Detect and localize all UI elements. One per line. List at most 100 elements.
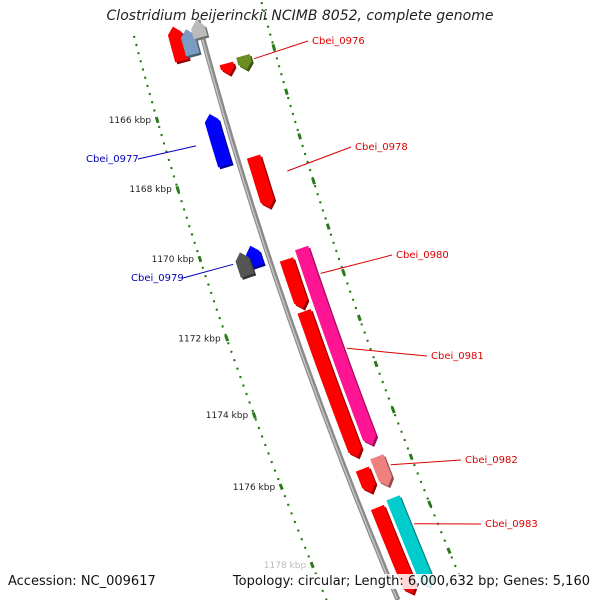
scale-tick-mark [427, 500, 433, 507]
track-dot [158, 125, 161, 129]
gene-arrow[interactable] [204, 114, 232, 168]
track-dot [360, 323, 363, 326]
track-dot [215, 308, 218, 311]
genome-backbone [195, 18, 401, 600]
track-dot [307, 555, 310, 558]
gene-arrow[interactable] [297, 309, 362, 458]
gene-arrow[interactable] [370, 454, 392, 487]
track-dot [264, 443, 267, 447]
callout-line [253, 40, 309, 60]
gene-arrow[interactable] [295, 245, 377, 445]
gene-feature[interactable] [167, 26, 191, 65]
gene-arrow[interactable] [355, 466, 376, 493]
track-dot [381, 380, 384, 384]
scale-tick-mark [297, 133, 302, 140]
gene-label-cbei_0976[interactable]: Cbei_0976 [312, 36, 365, 47]
track-dot [196, 249, 199, 253]
gene-feature[interactable] [191, 20, 210, 42]
track-dot [400, 430, 403, 433]
track-dot [144, 76, 147, 79]
genome-summary: Topology: circular; Length: 6,000,632 bp… [232, 574, 590, 589]
gene-cbei_0981[interactable] [297, 309, 364, 460]
track-dot [233, 359, 236, 362]
track-dot [275, 57, 279, 60]
gene-features [167, 20, 435, 596]
callout-line [137, 145, 197, 160]
track-dot [193, 241, 196, 244]
scale-tick-label: 1178 kbp [264, 561, 307, 571]
gene-feature[interactable] [236, 54, 254, 72]
gene-label-cbei_0980[interactable]: Cbei_0980 [396, 250, 449, 261]
scale-tick-mark [271, 44, 277, 51]
track-dot [180, 200, 183, 203]
track-dot [212, 300, 216, 303]
gene-arrow[interactable] [236, 54, 252, 70]
scale-tick-mark [224, 334, 230, 342]
map-title: Clostridium beijerinckii NCIMB 8052, com… [106, 8, 494, 24]
gene-arrow[interactable] [167, 26, 189, 63]
callout-line [390, 459, 462, 466]
gene-arrow[interactable] [246, 154, 275, 208]
gene-label-cbei_0982[interactable]: Cbei_0982 [465, 455, 518, 466]
track-dot [416, 472, 419, 475]
gene-cbei_0977[interactable] [204, 114, 234, 170]
gene-arrow[interactable] [191, 20, 208, 40]
track-dot [137, 52, 140, 55]
backbone-highlight [196, 18, 398, 600]
track-dot [443, 539, 446, 542]
scale-tick-label: 1174 kbp [206, 411, 249, 421]
gene-cbei_0982[interactable] [370, 454, 394, 489]
scale-tick-label: 1172 kbp [178, 334, 221, 344]
track-dot [150, 101, 154, 104]
track-dot [393, 414, 397, 417]
gene-label-cbei_0981[interactable]: Cbei_0981 [431, 351, 484, 362]
scale-tick-mark [356, 314, 362, 322]
gene-feature[interactable] [370, 504, 419, 596]
gene-cbei_0978[interactable] [246, 154, 277, 210]
gene-arrow[interactable] [279, 257, 308, 309]
gene-cbei_0983[interactable] [386, 495, 435, 589]
gene-arrow[interactable] [386, 495, 433, 587]
track-dot [245, 392, 248, 396]
gene-feature[interactable] [279, 257, 310, 311]
track-dot [406, 447, 410, 450]
track-dot [141, 68, 145, 71]
scale-ticks: 1166 kbp 1168 kbp 1170 kbp 1172 kbp 1174 kbp… [109, 44, 452, 571]
gene-arrow[interactable] [235, 252, 255, 278]
track-dot [303, 152, 307, 156]
gene-feature[interactable] [235, 252, 257, 280]
gene-label-cbei_0977[interactable]: Cbei_0977 [86, 154, 139, 165]
track-dot [378, 372, 381, 375]
gene-feature[interactable] [355, 466, 378, 495]
track-dot [133, 35, 136, 39]
track-dot [283, 495, 287, 498]
track-dot [269, 33, 272, 36]
gene-arrow[interactable] [219, 61, 235, 75]
track-dot [282, 80, 285, 84]
track-dot [271, 41, 274, 44]
tick-dot-track [133, 1, 461, 600]
track-dot [242, 384, 245, 387]
track-dot [188, 225, 191, 228]
track-dot [372, 356, 375, 359]
gene-cbei_0976[interactable] [219, 61, 237, 77]
scale-tick-mark [390, 406, 396, 414]
track-dot [218, 316, 221, 320]
backbone-line [195, 19, 401, 600]
gene-label-cbei_0979[interactable]: Cbei_0979 [131, 273, 184, 284]
gene-label-cbei_0978[interactable]: Cbei_0978 [355, 142, 408, 153]
gene-callouts: Cbei_0976 Cbei_0977 Cbei_0978 Cbei_0979 Cbei… [86, 36, 538, 530]
track-dot [296, 128, 299, 132]
track-dot [287, 503, 290, 506]
gene-arrow[interactable] [370, 504, 417, 594]
track-dot [204, 275, 207, 278]
gene-label-cbei_0983[interactable]: Cbei_0983 [485, 519, 538, 530]
track-dot [293, 520, 297, 524]
track-dot [270, 460, 273, 464]
track-dot [316, 193, 319, 196]
track-dot [384, 389, 387, 392]
gene-cbei_0980[interactable] [295, 245, 379, 447]
track-dot [335, 249, 338, 253]
scale-tick-label: 1166 kbp [109, 116, 152, 126]
track-dot [297, 529, 300, 532]
